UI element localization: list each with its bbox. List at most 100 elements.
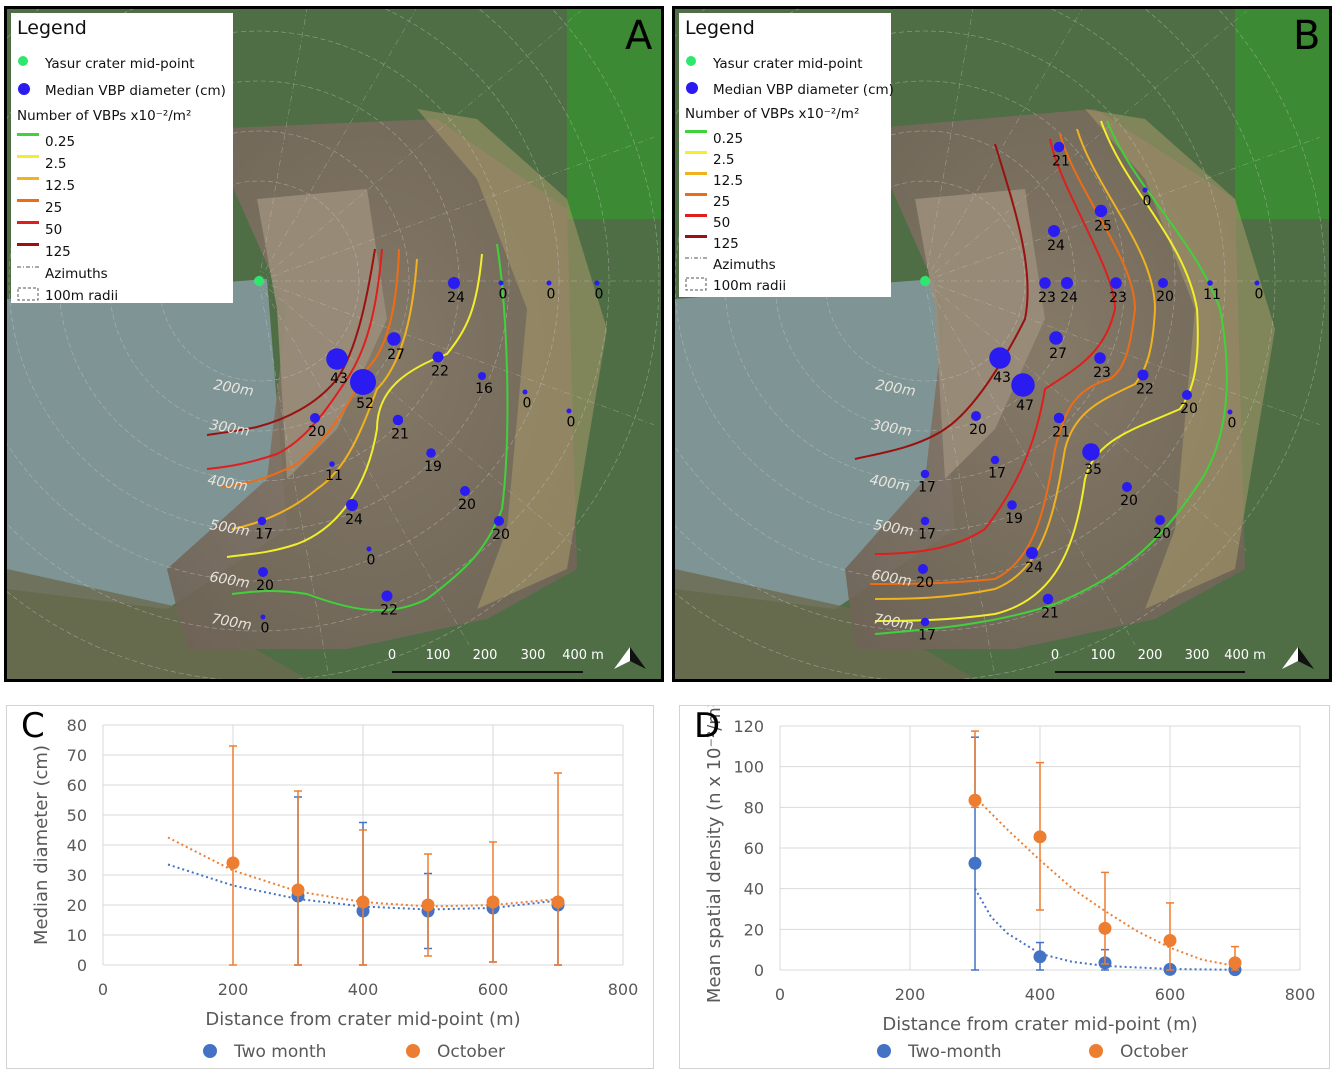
distance-ring-label: 600m	[870, 567, 913, 590]
radius-box-icon	[685, 277, 713, 295]
vbp-point-label: 35	[1084, 462, 1102, 478]
panel-letter-a: A	[625, 13, 653, 59]
vbp-point	[432, 351, 444, 363]
vbp-point	[522, 389, 528, 395]
density-contour-0.25	[231, 243, 509, 612]
distance-ring-label: 600m	[208, 569, 251, 592]
y-tick-label: 50	[67, 806, 87, 825]
vbp-point-label: 20	[492, 527, 510, 543]
vbp-point	[1049, 331, 1063, 345]
vbp-point-label: 20	[1156, 289, 1174, 305]
vbp-point	[920, 617, 930, 627]
vbp-point-label: 52	[356, 396, 374, 412]
distance-ring-label: 400m	[868, 472, 911, 495]
y-tick-label: 40	[67, 836, 87, 855]
legend-contour-label: 25	[713, 194, 731, 210]
forest-patch	[1235, 9, 1329, 219]
north-arrow-icon	[1282, 647, 1298, 669]
vbp-point	[326, 348, 348, 370]
scale-bar-label: 300	[1185, 648, 1210, 663]
vbp-point-label: 20	[1180, 401, 1198, 417]
density-contour-12.5	[231, 258, 418, 530]
legend-marker	[203, 1044, 217, 1058]
vbp-point-label: 11	[1203, 287, 1221, 303]
vbp-point	[310, 413, 320, 423]
legend-label: Two-month	[907, 1042, 1002, 1062]
vbp-point	[546, 280, 552, 286]
legend-item-crater: Yasur crater mid-point	[685, 55, 863, 73]
vbp-point	[1122, 482, 1132, 492]
vbp-point	[1048, 225, 1060, 237]
vbp-point	[494, 516, 504, 526]
legend-item-contour: 2.5	[685, 151, 734, 169]
vbp-point-label: 43	[330, 371, 348, 387]
legend-b: Legend Yasur crater mid-point Median VBP…	[679, 13, 894, 297]
vbp-point	[1053, 141, 1065, 153]
radius-ring	[675, 9, 1276, 632]
vbp-point-label: 0	[523, 396, 532, 412]
legend-item-contour: 12.5	[17, 177, 75, 195]
x-tick-label: 200	[218, 980, 249, 999]
vbp-point	[426, 448, 436, 458]
vbp-point	[1082, 443, 1100, 461]
vbp-point-label: 22	[431, 364, 449, 380]
data-point	[1163, 934, 1177, 948]
legend-azimuths-label: Azimuths	[713, 257, 776, 273]
vbp-point-label: 22	[380, 603, 398, 619]
density-contour-25	[221, 248, 400, 488]
azimuth-line	[258, 280, 330, 679]
vbp-point-label: 43	[993, 370, 1011, 386]
vbp-point-label: 0	[547, 287, 556, 303]
y-axis-title: Median diameter (cm)	[31, 745, 52, 945]
density-contour-0.25	[874, 120, 1228, 635]
contour-line-icon	[17, 221, 45, 239]
map-panel-b: 200m 300m 400m 500m 600m 700m 21 0 25 24 23 24 23 20 1…	[672, 6, 1332, 682]
legend-item-contour: 125	[685, 235, 739, 253]
legend-title: Legend	[17, 17, 87, 39]
crater-marker-icon	[17, 55, 45, 73]
x-tick-label: 600	[478, 980, 509, 999]
y-tick-label: 100	[733, 758, 764, 777]
scale-bar-label: 200	[1138, 648, 1163, 663]
panel-letter-d: D	[694, 706, 721, 746]
distance-ring-label: 300m	[208, 417, 251, 440]
vbp-point-label: 0	[595, 287, 604, 303]
vbp-point	[460, 486, 470, 496]
legend-item-contour: 0.25	[685, 130, 743, 148]
y-tick-label: 10	[67, 926, 87, 945]
legend-title: Legend	[685, 17, 755, 39]
legend-label: October	[437, 1042, 505, 1062]
legend-contour-label: 12.5	[45, 178, 76, 194]
legend-item-vbp: Median VBP diameter (cm)	[17, 82, 226, 100]
vbp-point	[1094, 352, 1106, 364]
vbp-point	[350, 369, 376, 395]
azimuth-line	[924, 10, 1247, 282]
vbp-point-label: 20	[458, 497, 476, 513]
data-point	[968, 793, 982, 807]
chart-panel-c: 0 200 400 600 800 0 10 20 30 40 50 60 70 80 Distance f…	[6, 705, 654, 1069]
x-tick-label: 400	[1025, 985, 1056, 1004]
x-tick-label: 800	[608, 980, 639, 999]
crater-wall	[915, 189, 1045, 479]
forest-patch	[567, 9, 661, 219]
vbp-point-label: 19	[1005, 511, 1023, 527]
legend-item-azimuths: Azimuths	[685, 256, 776, 274]
vbp-point-label: 23	[1038, 290, 1056, 306]
vbp-point	[346, 499, 358, 511]
vbp-point	[1155, 515, 1165, 525]
legend-contour-label: 12.5	[713, 173, 744, 189]
vbp-point-label: 25	[1094, 218, 1112, 234]
trendline-october	[974, 796, 1236, 967]
legend-density-heading-row: Number of VBPs x10⁻²/m²	[17, 107, 191, 125]
x-tick-label: 600	[1155, 985, 1186, 1004]
scale-bar-label: 0	[1051, 648, 1059, 663]
legend-contour-label: 2.5	[45, 156, 67, 172]
vbp-point	[1207, 280, 1213, 286]
vbp-point	[920, 469, 930, 479]
legend-marker	[1089, 1044, 1103, 1058]
contour-line-icon	[17, 155, 45, 173]
vbp-point	[498, 280, 504, 286]
azimuth-line-icon	[685, 256, 713, 274]
vbp-point-label: 17	[918, 526, 936, 542]
lower-slope	[675, 569, 975, 679]
